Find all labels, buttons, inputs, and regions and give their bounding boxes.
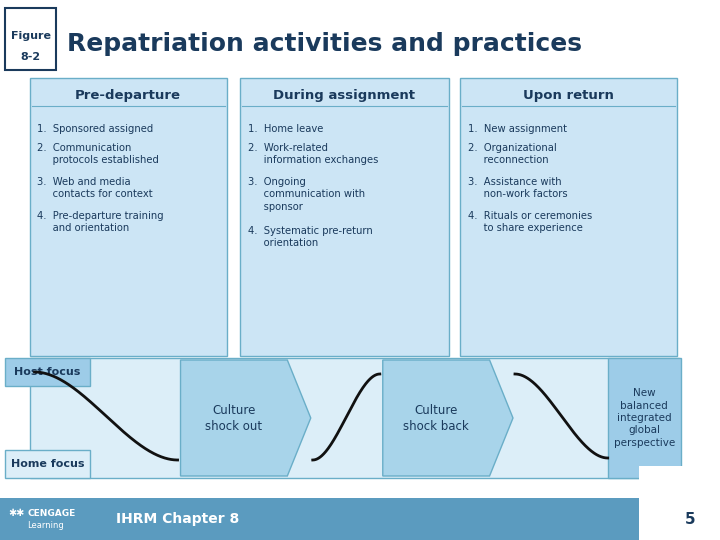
- Text: 1.  Home leave: 1. Home leave: [248, 124, 323, 134]
- Polygon shape: [383, 360, 513, 476]
- FancyBboxPatch shape: [5, 8, 56, 70]
- Text: 2.  Work-related
     information exchanges: 2. Work-related information exchanges: [248, 143, 378, 165]
- Text: 4.  Rituals or ceremonies
     to share experience: 4. Rituals or ceremonies to share experi…: [467, 211, 592, 233]
- Text: Figure: Figure: [11, 31, 50, 41]
- Text: 3.  Ongoing
     communication with
     sponsor: 3. Ongoing communication with sponsor: [248, 177, 365, 212]
- Text: 1.  New assignment: 1. New assignment: [467, 124, 567, 134]
- Text: Pre-departure: Pre-departure: [76, 90, 181, 103]
- Text: Culture
shock out: Culture shock out: [205, 403, 263, 433]
- Text: IHRM Chapter 8: IHRM Chapter 8: [117, 512, 240, 526]
- Text: Upon return: Upon return: [523, 90, 613, 103]
- Text: 4.  Systematic pre-return
     orientation: 4. Systematic pre-return orientation: [248, 226, 372, 248]
- Text: New
balanced
integrated
global
perspective: New balanced integrated global perspecti…: [613, 388, 675, 448]
- Text: 5: 5: [685, 511, 696, 526]
- Text: 4.  Pre-departure training
     and orientation: 4. Pre-departure training and orientatio…: [37, 211, 164, 233]
- Text: ✱✱: ✱✱: [8, 508, 24, 518]
- Text: CENGAGE: CENGAGE: [27, 509, 76, 517]
- Text: 2.  Communication
     protocols established: 2. Communication protocols established: [37, 143, 159, 165]
- FancyBboxPatch shape: [5, 358, 90, 386]
- Text: 3.  Web and media
     contacts for context: 3. Web and media contacts for context: [37, 177, 153, 199]
- Text: Host focus: Host focus: [14, 367, 81, 377]
- Text: Repatriation activities and practices: Repatriation activities and practices: [67, 32, 582, 56]
- Text: 2.  Organizational
     reconnection: 2. Organizational reconnection: [467, 143, 557, 165]
- FancyBboxPatch shape: [240, 78, 449, 356]
- FancyBboxPatch shape: [0, 498, 711, 540]
- Polygon shape: [181, 360, 311, 476]
- FancyBboxPatch shape: [30, 78, 227, 356]
- FancyBboxPatch shape: [30, 358, 679, 478]
- FancyBboxPatch shape: [5, 450, 90, 478]
- Text: Learning: Learning: [27, 522, 64, 530]
- Text: Culture
shock back: Culture shock back: [403, 403, 469, 433]
- Text: During assignment: During assignment: [274, 90, 415, 103]
- Text: 1.  Sponsored assigned: 1. Sponsored assigned: [37, 124, 154, 134]
- FancyBboxPatch shape: [460, 78, 677, 356]
- Text: Home focus: Home focus: [11, 459, 84, 469]
- Text: 8-2: 8-2: [20, 52, 40, 62]
- FancyBboxPatch shape: [608, 358, 680, 478]
- Text: 3.  Assistance with
     non-work factors: 3. Assistance with non-work factors: [467, 177, 567, 199]
